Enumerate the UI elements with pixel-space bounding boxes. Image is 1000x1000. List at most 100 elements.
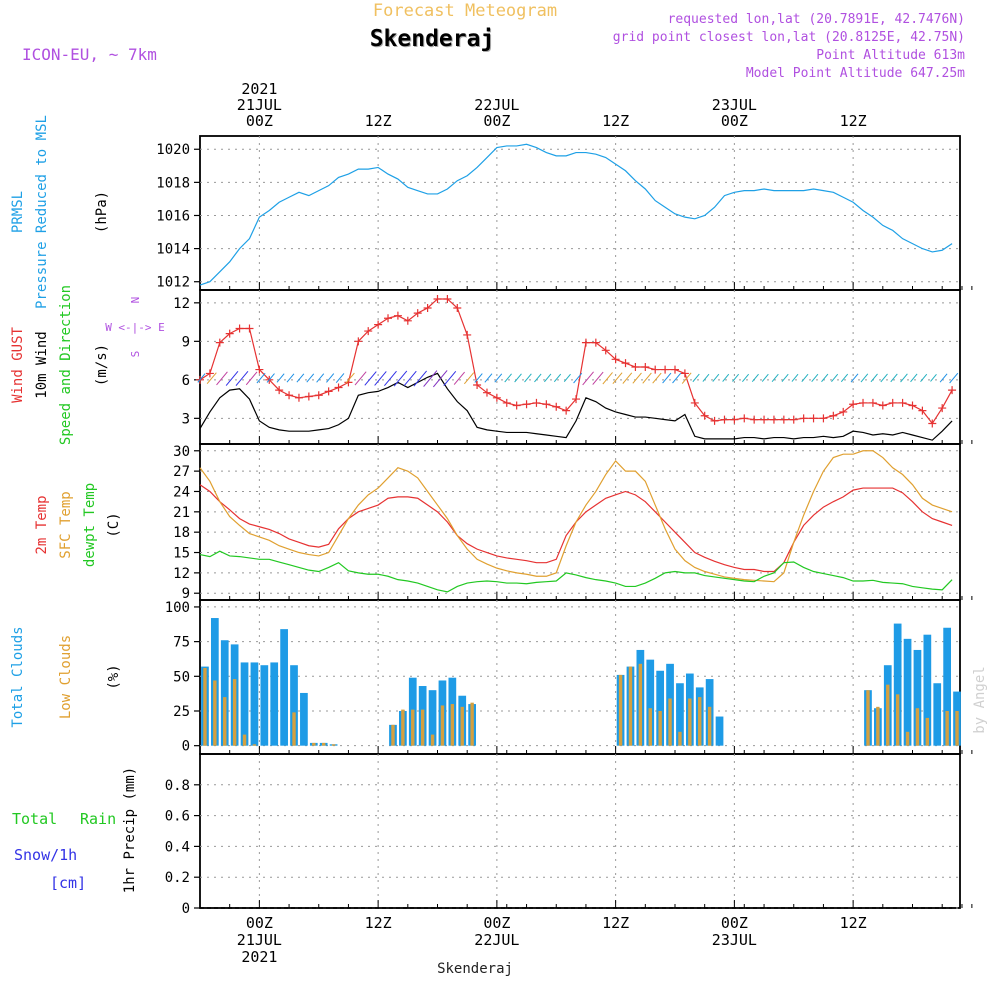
wind-arrow xyxy=(652,372,662,384)
panel-3-labels: 2m Temp SFC Temp dewpt Temp (C) xyxy=(34,483,122,567)
low-cloud-bar xyxy=(678,731,682,746)
wind-arrow xyxy=(771,373,779,382)
gust-marker xyxy=(532,398,541,407)
wind-arrow xyxy=(256,372,266,384)
compass-we: W <-|-> E xyxy=(105,321,165,334)
panel-frame xyxy=(199,289,961,445)
gust-marker xyxy=(403,316,412,325)
y-tick-label: 1016 xyxy=(156,208,190,224)
gust-marker xyxy=(809,414,818,423)
wind-arrow xyxy=(432,370,448,388)
low-cloud-bar xyxy=(955,710,959,746)
low-cloud-bar xyxy=(638,663,643,746)
requested-coords: requested lon,lat (20.7891E, 42.7476N) xyxy=(668,12,965,27)
bottom-time-label: 00Z xyxy=(483,914,510,932)
low-cloud-bar xyxy=(312,742,316,746)
y-tick-label: 100 xyxy=(165,600,190,616)
y-tick-label: 30 xyxy=(173,444,190,460)
location-title: Skenderaj xyxy=(370,26,495,52)
model-altitude: Model Point Altitude 647.25m xyxy=(746,66,965,81)
gust-marker xyxy=(938,404,947,413)
cm-label: [cm] xyxy=(50,874,86,892)
gust-marker xyxy=(374,320,383,329)
total-cloud-bar xyxy=(676,683,684,746)
gust-marker xyxy=(661,365,670,374)
gust-marker xyxy=(542,400,551,409)
y-tick-label: 9 xyxy=(182,334,190,350)
wind-arrow xyxy=(266,373,275,383)
panel-4-labels: Total Clouds Low Clouds (%) xyxy=(10,626,122,727)
celsius-unit: (C) xyxy=(106,512,122,537)
wind-arrow xyxy=(225,371,239,386)
low-cloud-bar xyxy=(688,698,692,746)
bottom-time-label: 12Z xyxy=(365,914,392,932)
wind-arrow xyxy=(811,373,819,382)
panel-2: 3 6 9 12 xyxy=(173,289,973,445)
bottom-time-label: 12Z xyxy=(840,914,867,932)
compass-s: S xyxy=(129,351,142,358)
gust-marker xyxy=(878,401,887,410)
low-cloud-bar xyxy=(440,705,445,746)
low-cloud-bar xyxy=(460,706,464,746)
y-tick-label: 9 xyxy=(182,586,190,602)
speed-dir-label: Speed and Direction xyxy=(58,285,74,445)
gust-marker xyxy=(245,324,254,333)
wind-arrow xyxy=(821,373,829,383)
watermark: by Angel xyxy=(972,666,988,733)
total-cloud-bar xyxy=(290,665,298,746)
rain-label: Rain xyxy=(80,810,116,828)
wind-arrow xyxy=(534,373,542,383)
wind-arrow xyxy=(316,373,325,383)
gust-marker xyxy=(334,383,343,392)
gust-marker xyxy=(710,416,719,425)
gust-marker xyxy=(859,398,868,407)
ms-unit: (m/s) xyxy=(94,344,110,386)
y-tick-label: 3 xyxy=(182,411,190,427)
y-tick-label: 21 xyxy=(173,505,190,521)
gust-marker xyxy=(215,338,224,347)
wind-arrow xyxy=(732,373,740,382)
panel-5: 0 0.2 0.4 0.6 0.8 xyxy=(165,753,973,917)
y-tick-label: 15 xyxy=(173,546,190,562)
gust-marker xyxy=(443,294,452,303)
pressure-label: Pressure Reduced to MSL xyxy=(34,115,50,309)
y-tick-label: 75 xyxy=(173,635,190,651)
gust-marker xyxy=(423,303,432,312)
low-cloud-bar xyxy=(232,679,237,746)
gust-marker xyxy=(700,411,709,420)
gust-marker xyxy=(819,414,828,423)
wind-arrow xyxy=(949,372,959,384)
total-cloud-bar xyxy=(220,640,229,746)
gridpoint-coords: grid point closest lon,lat (20.8125E, 42… xyxy=(613,30,965,45)
total-cloud-bar xyxy=(715,716,724,746)
wind-arrow xyxy=(632,372,642,384)
gust-marker xyxy=(473,380,482,389)
wind-arrow xyxy=(326,373,335,383)
wind-arrow xyxy=(374,371,387,386)
gust-marker xyxy=(581,338,590,347)
y-tick-label: 1020 xyxy=(156,142,190,158)
wind-arrow xyxy=(920,373,928,382)
low-cloud-bar xyxy=(450,704,455,746)
footer-location: Skenderaj xyxy=(437,961,513,977)
gust-marker xyxy=(868,398,877,407)
gust-marker xyxy=(680,369,689,378)
total-clouds-label: Total Clouds xyxy=(10,626,26,727)
low-cloud-bar xyxy=(668,698,672,746)
low-cloud-bar xyxy=(698,697,702,746)
wind-arrow xyxy=(870,373,878,383)
y-tick-label: 6 xyxy=(182,373,190,389)
y-tick-label: 27 xyxy=(173,464,190,480)
bottom-time-label: 00Z xyxy=(246,914,273,932)
total-cloud-bar xyxy=(250,662,259,746)
gust-marker xyxy=(898,398,907,407)
low-cloud-bar xyxy=(886,684,890,746)
gust-marker xyxy=(482,388,491,397)
gust-marker xyxy=(730,415,739,424)
low-cloud-bar xyxy=(252,744,257,746)
y-tick-label: 0 xyxy=(182,739,190,755)
total-cloud-bar xyxy=(656,670,665,746)
total-cloud-bar xyxy=(893,623,902,746)
total-cloud-bar xyxy=(933,683,942,746)
total-cloud-bar xyxy=(646,659,655,746)
